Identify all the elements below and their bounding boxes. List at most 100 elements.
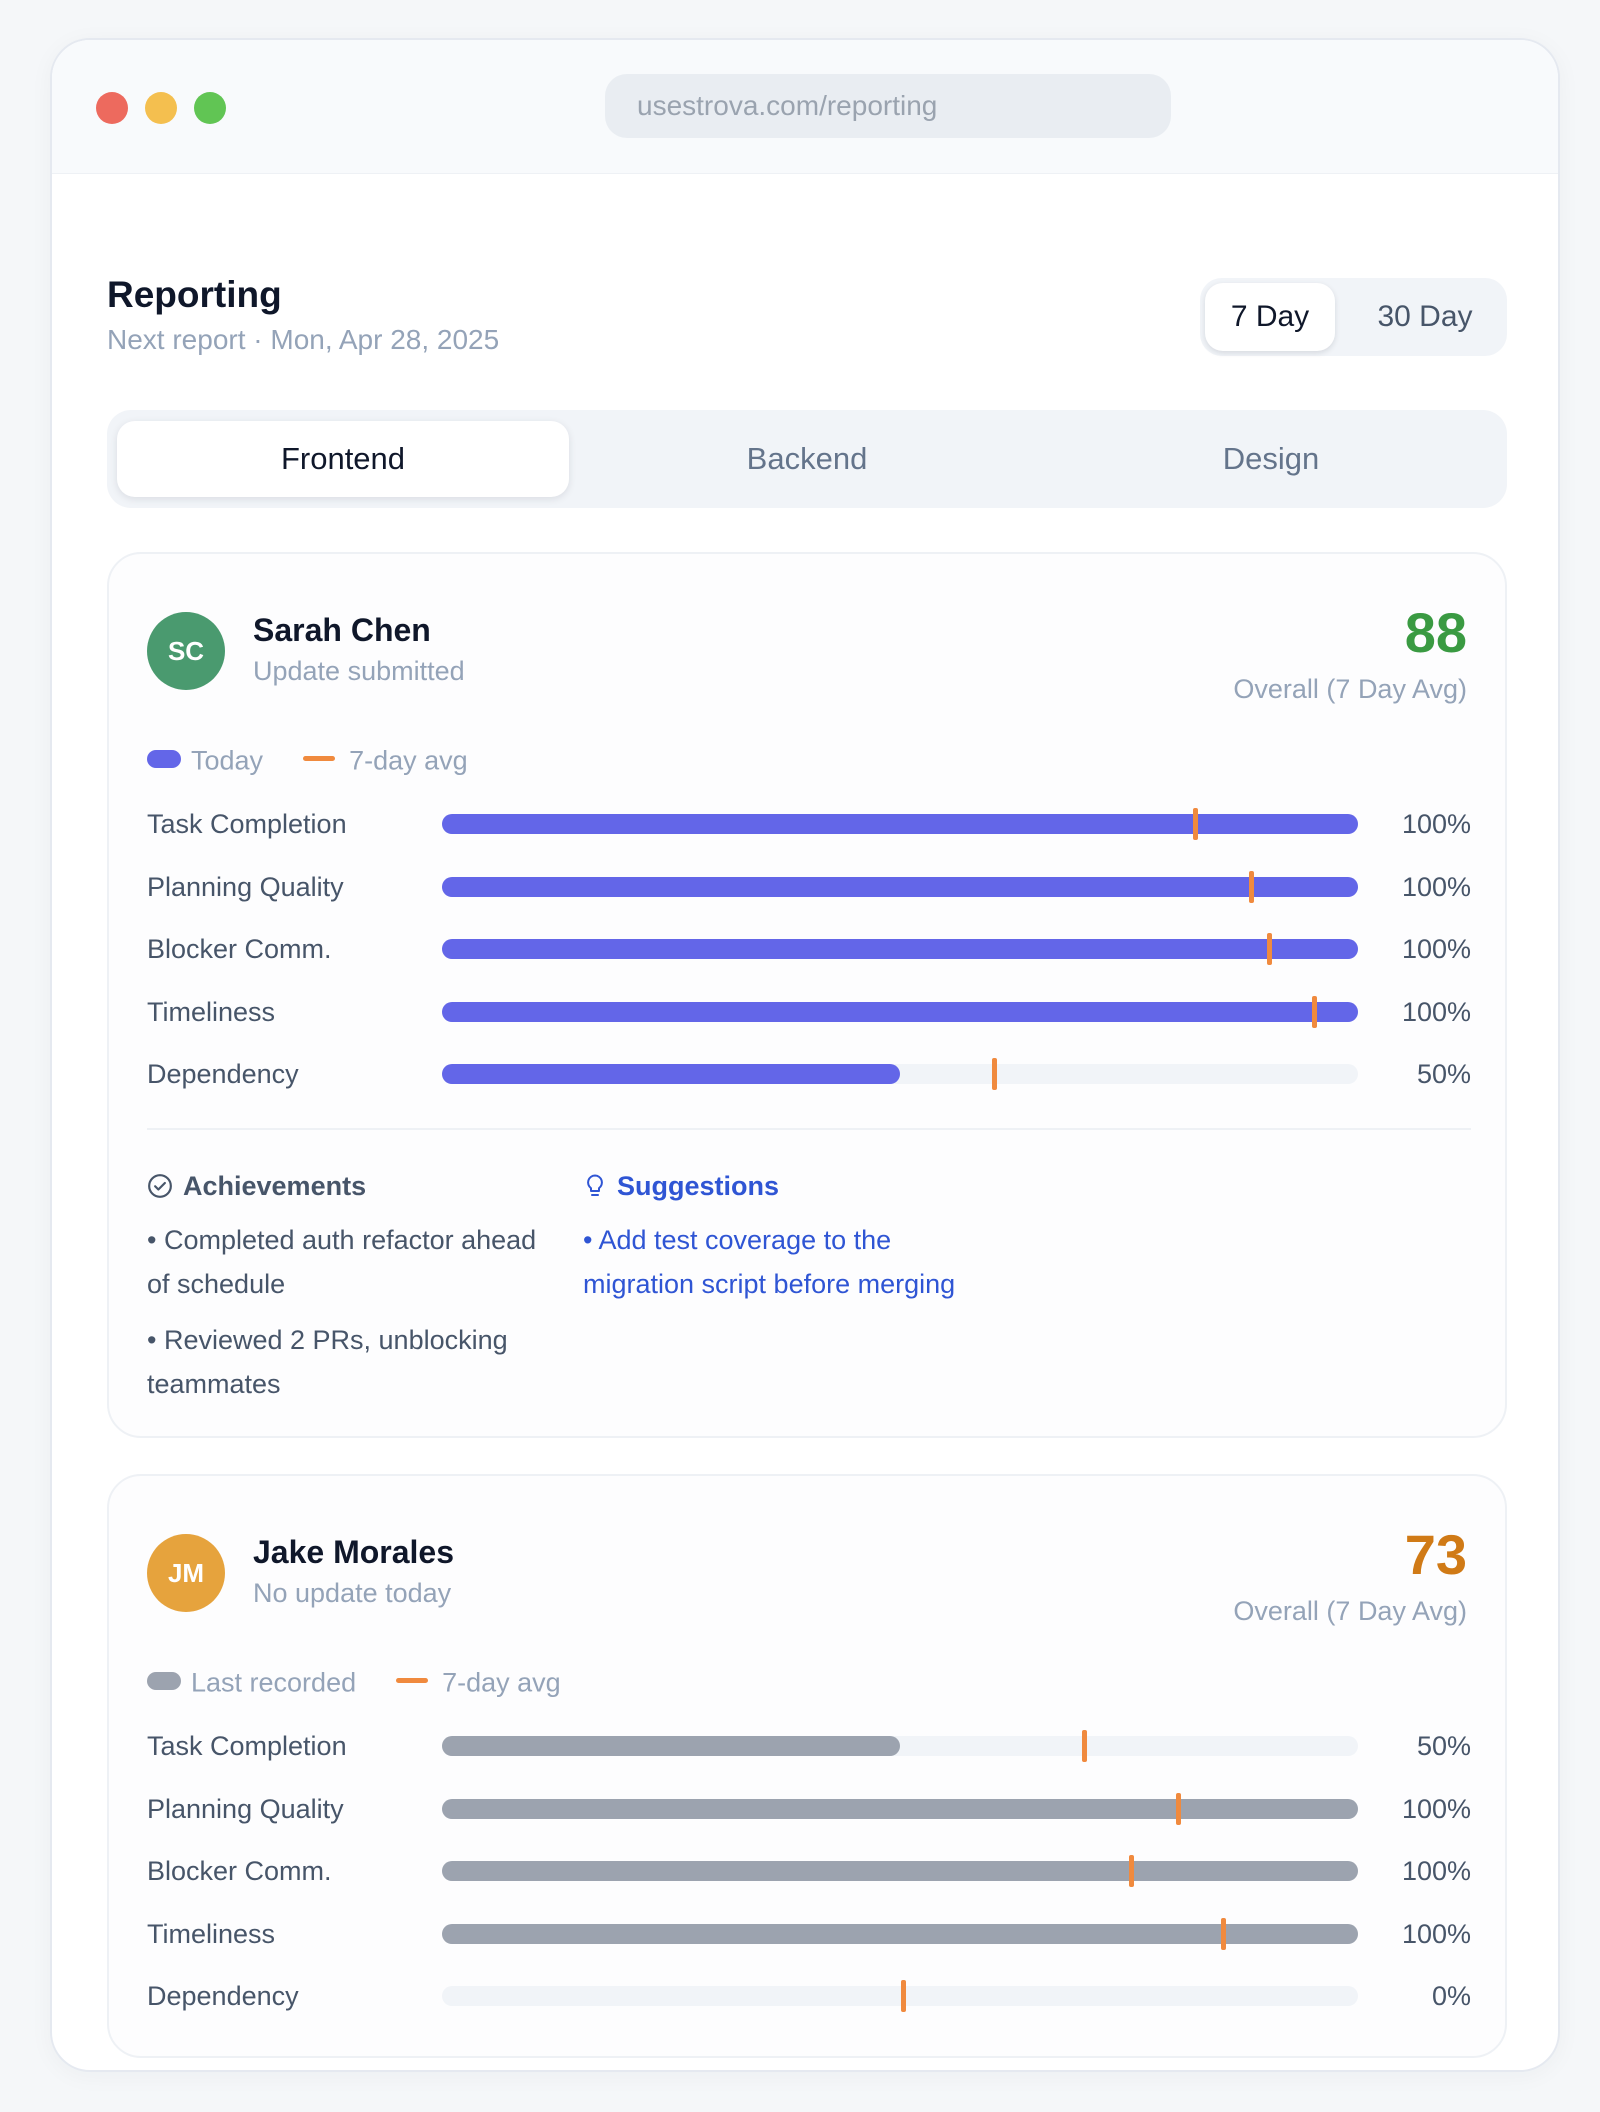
- legend-avg-label: 7-day avg: [442, 1667, 561, 1698]
- metric-bar-fill: [442, 1923, 1358, 1944]
- tab-frontend[interactable]: Frontend: [117, 421, 569, 497]
- legend-avg-label: 7-day avg: [349, 745, 468, 776]
- list-item: • Add test coverage to the migration scr…: [583, 1225, 956, 1299]
- close-window-button[interactable]: [96, 92, 128, 124]
- legend-last-recorded-swatch: [147, 1671, 181, 1690]
- metric-row: Task Completion 50%: [109, 1726, 1509, 1766]
- bar-legend: Today 7-day avg: [147, 744, 468, 784]
- avg-marker: [1248, 870, 1254, 903]
- avg-marker: [1267, 933, 1273, 965]
- metric-bar-fill: [442, 1861, 1358, 1881]
- metric-value: 50%: [1416, 1731, 1471, 1761]
- metric-label: Dependency: [147, 1981, 299, 2011]
- metric-label: Timeliness: [147, 1918, 276, 1949]
- minimize-window-button[interactable]: [145, 92, 177, 124]
- suggestions-heading: Suggestions: [583, 1166, 779, 1206]
- metric-row: Planning Quality 100%: [109, 867, 1509, 907]
- metric-bar-track: [442, 1730, 1358, 1762]
- member-card: SC Sarah Chen Update submitted 88 Overal…: [107, 552, 1507, 1438]
- page-title: Reporting: [107, 274, 282, 315]
- avg-marker: [900, 1980, 906, 2012]
- suggestions-title: Suggestions: [617, 1171, 780, 1201]
- range-toggle: 7 Day 30 Day: [1200, 278, 1507, 356]
- avg-marker: [992, 1058, 998, 1090]
- metric-value: 100%: [1401, 934, 1471, 964]
- overall-score: 88: [1404, 601, 1467, 664]
- metric-bar-fill: [442, 814, 1358, 834]
- overall-score: 73: [1404, 1523, 1467, 1586]
- metric-value: 100%: [1401, 1856, 1471, 1886]
- lightbulb-icon: [587, 1174, 603, 1196]
- divider: [147, 1128, 1471, 1130]
- metric-value: 0%: [1431, 1981, 1471, 2011]
- metric-row: Dependency 50%: [109, 1054, 1509, 1094]
- metric-value: 100%: [1401, 809, 1471, 839]
- metric-bar-track: [442, 995, 1358, 1028]
- bar-legend: Last recorded 7-day avg: [147, 1666, 561, 1706]
- metric-label: Planning Quality: [147, 1793, 344, 1824]
- legend-today-label: Today: [191, 745, 264, 776]
- metric-bar-fill: [442, 939, 1358, 959]
- achievements-title: Achievements: [183, 1171, 367, 1201]
- metric-row: Dependency 0%: [109, 1976, 1509, 2016]
- range-30-day-button[interactable]: 30 Day: [1377, 300, 1473, 333]
- metric-row: Blocker Comm. 100%: [109, 929, 1509, 969]
- tab-design[interactable]: Design: [1222, 441, 1320, 476]
- metric-bar-track: [442, 933, 1358, 965]
- achievements-heading: Achievements: [147, 1166, 366, 1206]
- avg-marker: [1192, 808, 1198, 840]
- legend-last-recorded-label: Last recorded: [191, 1667, 357, 1698]
- check-circle-icon: [148, 1173, 172, 1198]
- avatar: JM: [147, 1534, 225, 1612]
- metric-label: Dependency: [147, 1059, 299, 1089]
- member-name: Jake Morales: [253, 1534, 455, 1570]
- avg-marker: [1082, 1730, 1088, 1762]
- legend-avg-line: [396, 1678, 429, 1684]
- metric-label: Task Completion: [147, 809, 347, 839]
- metric-row: Timeliness 100%: [109, 1914, 1509, 1954]
- metric-value: 100%: [1401, 871, 1471, 902]
- overall-score-label: Overall (7 Day Avg): [1233, 1596, 1467, 1626]
- metric-label: Planning Quality: [147, 871, 344, 902]
- achievements-list: • Completed auth refactor ahead of sched…: [147, 1218, 557, 1418]
- range-7-day-button[interactable]: 7 Day: [1205, 283, 1335, 351]
- metric-bar-fill: [442, 876, 1358, 897]
- avg-marker: [1175, 1792, 1181, 1825]
- legend-today-swatch: [147, 749, 181, 768]
- member-status: Update submitted: [253, 656, 465, 686]
- metric-bar-track: [442, 1058, 1358, 1090]
- tab-backend[interactable]: Backend: [746, 441, 868, 476]
- metric-bar-track: [442, 1917, 1358, 1950]
- metric-row: Timeliness 100%: [109, 992, 1509, 1032]
- metric-value: 50%: [1416, 1059, 1471, 1089]
- member-card: JM Jake Morales No update today 73 Overa…: [107, 1474, 1507, 2058]
- list-item: • Reviewed 2 PRs, unblocking teammates: [147, 1325, 508, 1399]
- metric-bar-track: [442, 1980, 1358, 2012]
- metric-bar-track: [442, 870, 1358, 903]
- browser-titlebar: usestrova.com/reporting: [52, 40, 1558, 174]
- metric-bar-track: [442, 1855, 1358, 1887]
- team-tabs: Frontend Backend Design: [107, 410, 1507, 508]
- next-report-date: Next report · Mon, Apr 28, 2025: [107, 324, 500, 355]
- overall-score-label: Overall (7 Day Avg): [1233, 674, 1467, 704]
- legend-avg-line: [303, 756, 336, 762]
- metric-bar-fill: [442, 1001, 1358, 1022]
- metric-label: Timeliness: [147, 996, 276, 1027]
- suggestions-list: • Add test coverage to the migration scr…: [583, 1218, 993, 1318]
- metric-value: 100%: [1401, 1918, 1471, 1949]
- address-bar[interactable]: usestrova.com/reporting: [605, 74, 1171, 138]
- maximize-window-button[interactable]: [194, 92, 226, 124]
- metric-bar-fill: [442, 1798, 1358, 1819]
- member-status: No update today: [253, 1578, 452, 1608]
- metric-label: Task Completion: [147, 1731, 347, 1761]
- avg-marker: [1128, 1855, 1134, 1887]
- avg-marker: [1221, 1917, 1227, 1950]
- metric-label: Blocker Comm.: [147, 1856, 332, 1886]
- avatar: SC: [147, 612, 225, 690]
- metric-bar-fill: [442, 1064, 900, 1084]
- browser-window: usestrova.com/reporting Reporting Next r…: [50, 38, 1560, 2072]
- metric-bar-track: [442, 1792, 1358, 1825]
- avg-marker: [1312, 995, 1318, 1028]
- metric-row: Task Completion 100%: [109, 804, 1509, 844]
- metric-label: Blocker Comm.: [147, 934, 332, 964]
